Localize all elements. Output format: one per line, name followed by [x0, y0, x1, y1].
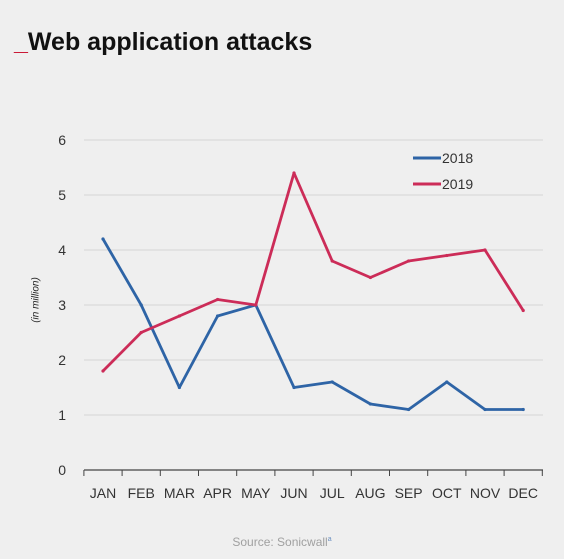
data-point-2018-nov [483, 407, 487, 412]
y-tick-label: 5 [58, 187, 66, 203]
x-tick-label-nov: NOV [470, 485, 501, 501]
chart-title: _Web application attacks [14, 28, 312, 57]
legend-label-2018: 2018 [442, 150, 473, 166]
data-point-2019-sep [407, 259, 411, 263]
y-tick-label: 0 [58, 462, 66, 478]
x-tick-label-jul: JUL [320, 485, 345, 501]
data-point-2018-apr [216, 314, 220, 318]
data-point-2018-dec [521, 407, 525, 412]
data-point-2019-jun [292, 171, 296, 175]
data-point-2019-may [254, 303, 258, 307]
data-point-2019-dec [521, 308, 525, 313]
data-point-2019-mar [177, 314, 181, 318]
data-point-2019-oct [445, 253, 449, 258]
x-tick-label-apr: APR [203, 485, 232, 501]
data-point-2019-jul [330, 259, 334, 263]
data-point-2018-feb [139, 303, 143, 307]
data-point-2019-nov [483, 248, 487, 252]
y-tick-label: 1 [58, 407, 66, 423]
x-tick-label-jan: JAN [90, 485, 116, 501]
source-text: Source: Sonicwall [232, 535, 328, 549]
data-point-2019-feb [139, 330, 143, 335]
data-point-2018-jan [101, 237, 105, 241]
source-mark: a [327, 536, 332, 543]
data-point-2018-jun [292, 385, 296, 390]
data-point-2018-oct [445, 380, 449, 384]
source-note: Source: Sonicwalla [0, 535, 564, 549]
series-line-2018 [101, 237, 525, 411]
data-point-2019-aug [368, 275, 372, 280]
title-text: Web application attacks [27, 28, 313, 56]
data-point-2018-mar [177, 385, 181, 390]
x-tick-label-dec: DEC [508, 485, 538, 501]
x-tick-label-may: MAY [241, 485, 271, 501]
data-point-2018-sep [407, 407, 411, 412]
x-tick-label-mar: MAR [164, 485, 195, 501]
y-tick-label: 4 [58, 242, 66, 258]
x-tick-label-aug: AUG [355, 485, 385, 501]
x-tick-label-oct: OCT [432, 485, 462, 501]
data-point-2019-jan [101, 369, 105, 373]
data-point-2019-apr [216, 297, 220, 302]
x-tick-label-jun: JUN [280, 485, 307, 501]
title-prefix: _ [14, 28, 28, 56]
y-tick-label: 3 [58, 297, 66, 313]
y-tick-label: 2 [58, 352, 66, 368]
data-point-2018-aug [368, 402, 372, 406]
x-tick-label-sep: SEP [395, 485, 423, 501]
x-tick-label-feb: FEB [128, 485, 155, 501]
data-point-2018-jul [330, 380, 334, 384]
legend-label-2019: 2019 [442, 176, 473, 192]
y-tick-label: 6 [58, 132, 66, 148]
series-line-2019 [101, 171, 525, 373]
